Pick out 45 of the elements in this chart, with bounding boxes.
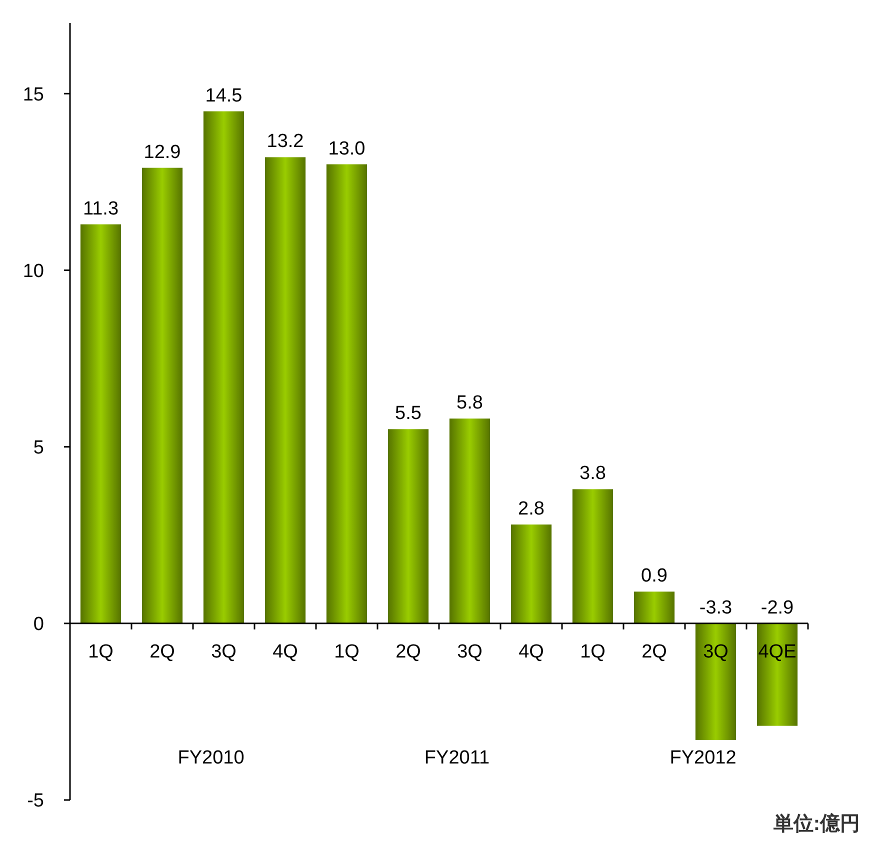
data-label: 3.8 (580, 463, 606, 484)
bar (695, 623, 736, 740)
data-label: 2.8 (518, 498, 544, 520)
bar (142, 168, 183, 624)
y-tick-label: -5 (27, 790, 44, 812)
x-tick-label: 4Q (518, 641, 544, 662)
x-tick-label: 2Q (150, 641, 175, 662)
bar (80, 224, 122, 624)
y-axis-title: 単位:億円 (772, 812, 860, 835)
bar (634, 592, 675, 624)
annotation: FY2010 (178, 747, 244, 768)
data-label: 12.9 (144, 142, 181, 163)
bar (510, 524, 552, 624)
annotation: FY2012 (670, 747, 736, 768)
x-tick-label: 1Q (580, 641, 606, 662)
x-tick-label: 3Q (703, 641, 728, 662)
data-label: 5.5 (395, 403, 422, 424)
annotation: FY2011 (424, 747, 490, 768)
y-tick-label: 5 (33, 437, 44, 458)
bar (326, 164, 368, 624)
y-tick-label: 0 (33, 614, 44, 636)
bar (264, 157, 306, 624)
data-label: 5.8 (456, 392, 483, 414)
x-tick-label: 1Q (88, 641, 114, 662)
data-label: -3.3 (699, 597, 732, 618)
data-label: -2.9 (760, 597, 794, 618)
data-label: 13.0 (328, 138, 366, 160)
x-tick-label: 2Q (642, 641, 667, 662)
data-label: 14.5 (205, 85, 242, 106)
x-tick-label: 1Q (334, 641, 360, 662)
bar (572, 489, 614, 624)
x-tick-label: 2Q (396, 641, 421, 662)
bar (449, 418, 490, 624)
data-label: 11.3 (82, 198, 119, 220)
x-tick-label: 3Q (457, 641, 482, 662)
y-tick-label: 15 (22, 84, 44, 106)
bar (388, 429, 429, 624)
bar (756, 623, 798, 726)
data-label: 13.2 (266, 131, 304, 152)
bar (203, 111, 244, 624)
x-tick-label: 4QE (758, 641, 796, 662)
x-tick-label: 3Q (211, 641, 236, 662)
x-tick-label: 4Q (272, 641, 298, 662)
data-label: 0.9 (641, 566, 668, 587)
y-tick-label: 10 (22, 260, 44, 282)
